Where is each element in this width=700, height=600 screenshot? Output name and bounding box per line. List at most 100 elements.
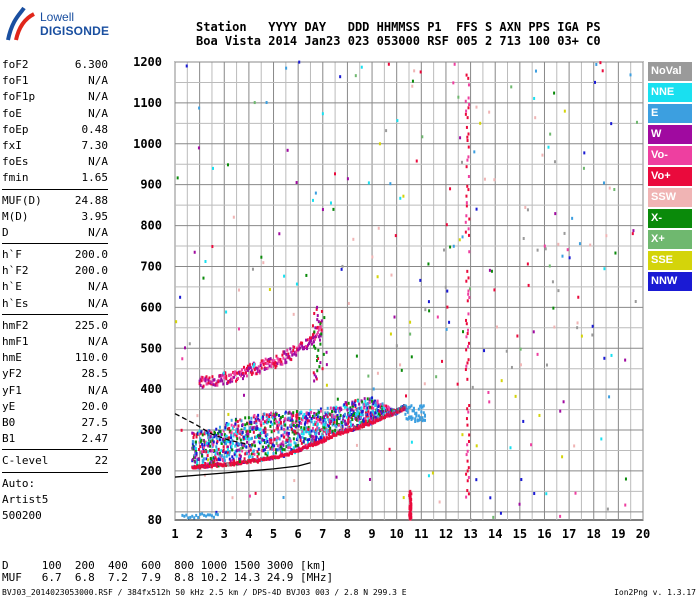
echo-point xyxy=(419,404,422,408)
echo-point xyxy=(193,433,196,437)
echo-point xyxy=(278,421,281,425)
echo-point xyxy=(203,440,206,444)
echo-point xyxy=(290,448,293,452)
echo-point xyxy=(249,512,252,516)
param-row: foEs N/A xyxy=(2,154,108,170)
echo-point xyxy=(563,109,566,113)
echo-point xyxy=(342,418,345,422)
echo-point xyxy=(347,417,350,421)
echo-point xyxy=(283,350,286,354)
echo-point xyxy=(378,142,381,146)
echo-point xyxy=(479,121,482,125)
digisonde-logo-icon xyxy=(6,6,35,41)
echo-point xyxy=(257,447,260,451)
echo-point xyxy=(413,69,416,73)
echo-point xyxy=(291,351,294,355)
echo-point xyxy=(281,447,284,451)
echo-point xyxy=(327,418,330,422)
echo-point xyxy=(227,463,230,467)
echo-point xyxy=(248,494,251,498)
divider xyxy=(2,471,108,473)
echo-point xyxy=(449,187,452,191)
echo-point xyxy=(293,479,296,483)
echo-point xyxy=(527,283,530,287)
echo-point xyxy=(280,360,283,364)
param-value: 24.88 xyxy=(74,193,108,207)
echo-point xyxy=(210,465,213,469)
echo-point xyxy=(405,394,408,398)
echo-point xyxy=(351,418,354,422)
echo-point xyxy=(334,415,337,419)
echo-point xyxy=(265,101,268,105)
param-group-muf: MUF(D) 24.88 M(D) 3.95 D N/A xyxy=(2,193,108,242)
echo-point xyxy=(460,160,463,164)
echo-point xyxy=(265,434,268,438)
echo-point xyxy=(299,421,302,425)
echo-point xyxy=(194,449,197,453)
echo-point xyxy=(202,384,205,388)
echo-point xyxy=(387,412,390,416)
echo-point xyxy=(376,417,379,421)
echo-point xyxy=(376,410,379,414)
echo-point xyxy=(224,426,227,430)
echo-point xyxy=(405,417,408,421)
grid xyxy=(174,61,644,520)
echo-point xyxy=(176,176,179,180)
echo-point xyxy=(316,422,319,426)
echo-point xyxy=(241,449,244,453)
echo-point xyxy=(410,507,413,511)
echo-point xyxy=(324,411,327,415)
echo-point xyxy=(340,425,343,429)
echo-point xyxy=(235,428,238,432)
echo-point xyxy=(466,489,469,493)
echo-point xyxy=(468,103,471,107)
echo-point xyxy=(363,403,366,407)
echo-point xyxy=(220,454,223,458)
echo-point xyxy=(279,443,282,447)
echo-point xyxy=(253,420,256,424)
echo-point xyxy=(305,443,308,447)
echo-point xyxy=(223,427,226,431)
echo-point xyxy=(239,430,242,434)
echo-point xyxy=(422,411,425,415)
echo-point xyxy=(286,348,289,352)
echo-point xyxy=(265,437,268,441)
echo-point xyxy=(294,430,297,434)
echo-point xyxy=(366,413,369,417)
echo-point xyxy=(436,315,439,319)
param-row: yF2 28.5 xyxy=(2,366,108,382)
echo-point xyxy=(222,437,225,441)
echo-point xyxy=(233,459,236,463)
echo-point xyxy=(357,410,360,414)
echo-point xyxy=(252,426,255,430)
legend-item: NNW xyxy=(648,272,692,291)
echo-point xyxy=(367,419,370,423)
echo-point xyxy=(308,429,311,433)
echo-point xyxy=(238,436,241,440)
echo-point xyxy=(316,331,319,335)
x-tick-label: 10 xyxy=(389,527,403,541)
param-row: h`Es N/A xyxy=(2,296,108,312)
echo-point xyxy=(183,514,186,518)
echo-point xyxy=(316,325,319,329)
echo-point xyxy=(258,428,261,432)
echo-point xyxy=(595,62,598,66)
param-value: N/A xyxy=(88,106,108,120)
echo-point xyxy=(467,233,470,237)
echo-point xyxy=(591,324,594,328)
echo-point xyxy=(280,424,283,428)
echo-point xyxy=(265,413,268,417)
echo-point xyxy=(274,366,277,370)
echo-point xyxy=(281,415,284,419)
echo-point xyxy=(254,491,257,495)
echo-point xyxy=(553,91,556,95)
echo-point xyxy=(306,417,309,421)
echo-point xyxy=(466,361,469,365)
echo-point xyxy=(571,216,574,220)
echo-point xyxy=(593,80,596,84)
echo-point xyxy=(410,404,413,408)
echo-point xyxy=(312,435,315,439)
echo-point xyxy=(465,453,468,457)
echo-point xyxy=(368,400,371,404)
echo-point xyxy=(341,264,344,268)
